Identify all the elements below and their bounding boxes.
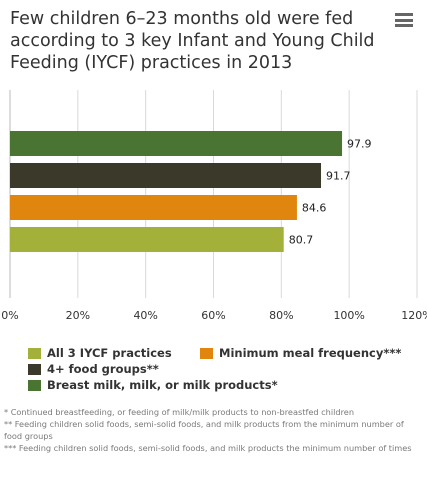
legend-swatch [28, 347, 41, 359]
legend-swatch [200, 347, 213, 359]
x-tick-label: 100% [333, 309, 364, 322]
bars [10, 131, 343, 252]
footnote: * Continued breastfeeding, or feeding of… [4, 407, 355, 417]
legend-item-meal-frequency[interactable]: Minimum meal frequency*** [200, 346, 401, 360]
legend-item-breast-milk[interactable]: Breast milk, milk, or milk products* [28, 378, 278, 392]
x-tick-label: 20% [66, 309, 90, 322]
menu-line [395, 24, 413, 27]
legend-swatch [28, 379, 41, 391]
footnote: ** Feeding children solid foods, semi-so… [4, 419, 404, 441]
chart-title: Few children 6–23 months old were fed ac… [10, 9, 375, 73]
footnote: *** Feeding children solid foods, semi-s… [4, 443, 412, 453]
gridlines [9, 90, 418, 298]
menu-line [395, 13, 413, 16]
legend-label: Breast milk, milk, or milk products* [47, 378, 278, 392]
bar [10, 195, 297, 220]
menu-line [395, 18, 413, 22]
data-label: 97.9 [347, 138, 372, 151]
legend: All 3 IYCF practices Minimum meal freque… [28, 346, 418, 394]
data-label: 80.7 [289, 234, 314, 247]
bar-chart: 97.9 91.7 84.6 80.7 0% 20% 40% 60% 80% 100% 120% [1, 90, 427, 322]
data-labels: 97.9 91.7 84.6 80.7 [289, 138, 372, 247]
legend-label: All 3 IYCF practices [47, 346, 172, 360]
legend-label: 4+ food groups** [47, 362, 159, 376]
x-tick-label: 0% [1, 309, 18, 322]
data-label: 84.6 [302, 202, 327, 215]
x-tick-label: 120% [401, 309, 427, 322]
bar [10, 227, 284, 252]
footnotes: * Continued breastfeeding, or feeding of… [4, 406, 422, 454]
legend-label: Minimum meal frequency*** [219, 346, 402, 360]
x-axis-ticks: 0% 20% 40% 60% 80% 100% 120% [1, 309, 427, 322]
hamburger-menu-icon[interactable] [395, 13, 413, 27]
legend-item-food-groups[interactable]: 4+ food groups** [28, 362, 159, 376]
x-tick-label: 60% [201, 309, 225, 322]
x-tick-label: 80% [269, 309, 293, 322]
data-label: 91.7 [326, 170, 351, 183]
legend-item-all-3[interactable]: All 3 IYCF practices [28, 346, 172, 360]
bar [10, 163, 322, 188]
legend-swatch [28, 363, 41, 375]
x-tick-label: 40% [133, 309, 157, 322]
bar [10, 131, 343, 156]
